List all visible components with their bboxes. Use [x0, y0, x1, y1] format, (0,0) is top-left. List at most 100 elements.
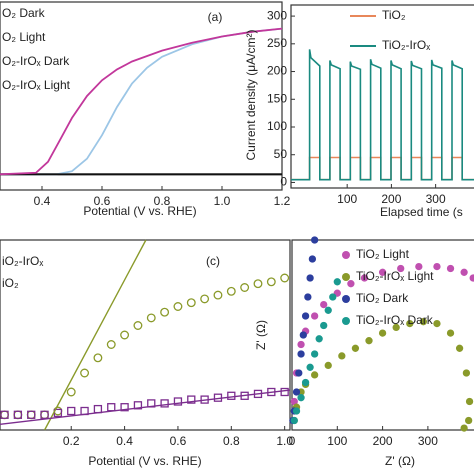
data-point	[66, 387, 76, 397]
legend-label: TiO₂-IrOₓ Light	[356, 269, 434, 283]
legend-label: iO₂-IrOₓ	[2, 254, 43, 268]
series-line	[291, 49, 474, 181]
data-point	[433, 262, 441, 271]
data-point	[146, 313, 156, 323]
x-tick-label: 0.8	[154, 194, 171, 208]
data-point	[460, 268, 468, 276]
data-point	[329, 293, 337, 301]
data-point	[297, 340, 305, 349]
data-point	[333, 278, 341, 286]
data-point	[213, 290, 223, 300]
data-point	[324, 361, 332, 370]
data-point	[308, 255, 317, 263]
y-tick-label: 150	[267, 91, 287, 105]
data-point	[378, 268, 387, 276]
y-axis-title: Z' (Ω)	[254, 320, 268, 350]
series-line	[43, 239, 147, 431]
data-point	[40, 410, 49, 419]
y-tick-label: 300	[267, 8, 287, 22]
data-point	[227, 391, 236, 400]
data-point	[397, 264, 405, 273]
x-tick-label: 1.2	[274, 194, 291, 208]
plot-frame	[0, 1, 283, 191]
data-point	[292, 407, 301, 415]
data-point	[13, 410, 23, 420]
data-point	[406, 319, 414, 328]
data-point	[173, 397, 183, 406]
data-point	[297, 394, 305, 402]
legend-label: TiO₂ Dark	[356, 291, 409, 305]
data-point	[462, 369, 471, 377]
data-point	[297, 350, 305, 358]
y-tick-label: 200	[267, 64, 287, 78]
data-point	[226, 286, 236, 296]
data-point	[160, 307, 170, 317]
legend-label: O₂-IrOₓ Light	[2, 78, 71, 92]
legend-swatch	[342, 273, 350, 281]
x-tick-label: 0.2	[63, 434, 80, 448]
plot-frame	[291, 239, 474, 431]
data-point	[333, 289, 341, 297]
data-point	[446, 264, 455, 273]
data-point	[415, 262, 423, 271]
data-point	[40, 410, 50, 420]
data-point	[280, 387, 289, 397]
data-point	[266, 277, 276, 287]
x-tick-label: 100	[337, 192, 357, 206]
data-point	[310, 371, 319, 379]
legend-label: O₂ Light	[2, 30, 46, 44]
x-axis-title: Z' (Ω)	[385, 454, 415, 468]
x-tick-label: 300	[418, 434, 438, 448]
x-tick-label: 0	[289, 434, 296, 448]
x-tick-label: 0.6	[94, 194, 111, 208]
x-axis-title: Elapsed time (s	[380, 205, 463, 219]
data-point	[93, 404, 103, 414]
x-tick-label: 0.8	[223, 434, 240, 448]
x-tick-label: 1.0	[214, 194, 231, 208]
data-point	[240, 283, 250, 292]
data-point	[320, 300, 328, 309]
data-point	[200, 294, 210, 304]
data-point	[0, 410, 9, 419]
data-point	[292, 388, 301, 396]
data-point	[365, 337, 373, 345]
x-tick-label: 100	[327, 434, 347, 448]
data-point	[306, 274, 314, 282]
data-point	[186, 298, 196, 308]
data-point	[378, 329, 387, 337]
data-point	[26, 410, 36, 420]
legend-swatch	[342, 317, 350, 325]
data-point	[299, 331, 307, 339]
data-point	[280, 273, 290, 283]
data-point	[27, 410, 36, 419]
data-point	[306, 363, 314, 371]
data-point	[67, 406, 76, 416]
x-tick-label: 0.4	[34, 194, 51, 208]
y-axis-title: Current density (μA/cm²)	[244, 30, 258, 161]
data-point	[133, 401, 143, 410]
panel-label: (a)	[208, 10, 223, 24]
data-point	[455, 344, 464, 352]
series-line	[0, 27, 283, 176]
data-point	[120, 330, 130, 340]
data-point	[446, 329, 455, 337]
data-point	[469, 274, 474, 282]
data-point	[351, 344, 360, 352]
data-point	[310, 236, 319, 244]
x-tick-label: 200	[373, 434, 393, 448]
data-point	[360, 274, 369, 282]
data-point	[301, 312, 310, 320]
x-tick-label: 300	[426, 192, 446, 206]
legend-label: O₂-IrOₓ Dark	[2, 54, 70, 68]
data-point	[310, 350, 319, 358]
data-point	[419, 318, 428, 326]
data-point	[392, 323, 400, 332]
data-point	[465, 397, 474, 406]
data-point	[160, 399, 169, 408]
x-axis-title: Potential (V vs. RHE)	[83, 204, 196, 218]
x-tick-label: 1.0	[276, 434, 293, 448]
data-point	[93, 353, 103, 363]
plot-frame	[0, 239, 291, 431]
legend-label: TiO₂	[382, 8, 406, 22]
x-tick-label: 0.6	[170, 434, 187, 448]
